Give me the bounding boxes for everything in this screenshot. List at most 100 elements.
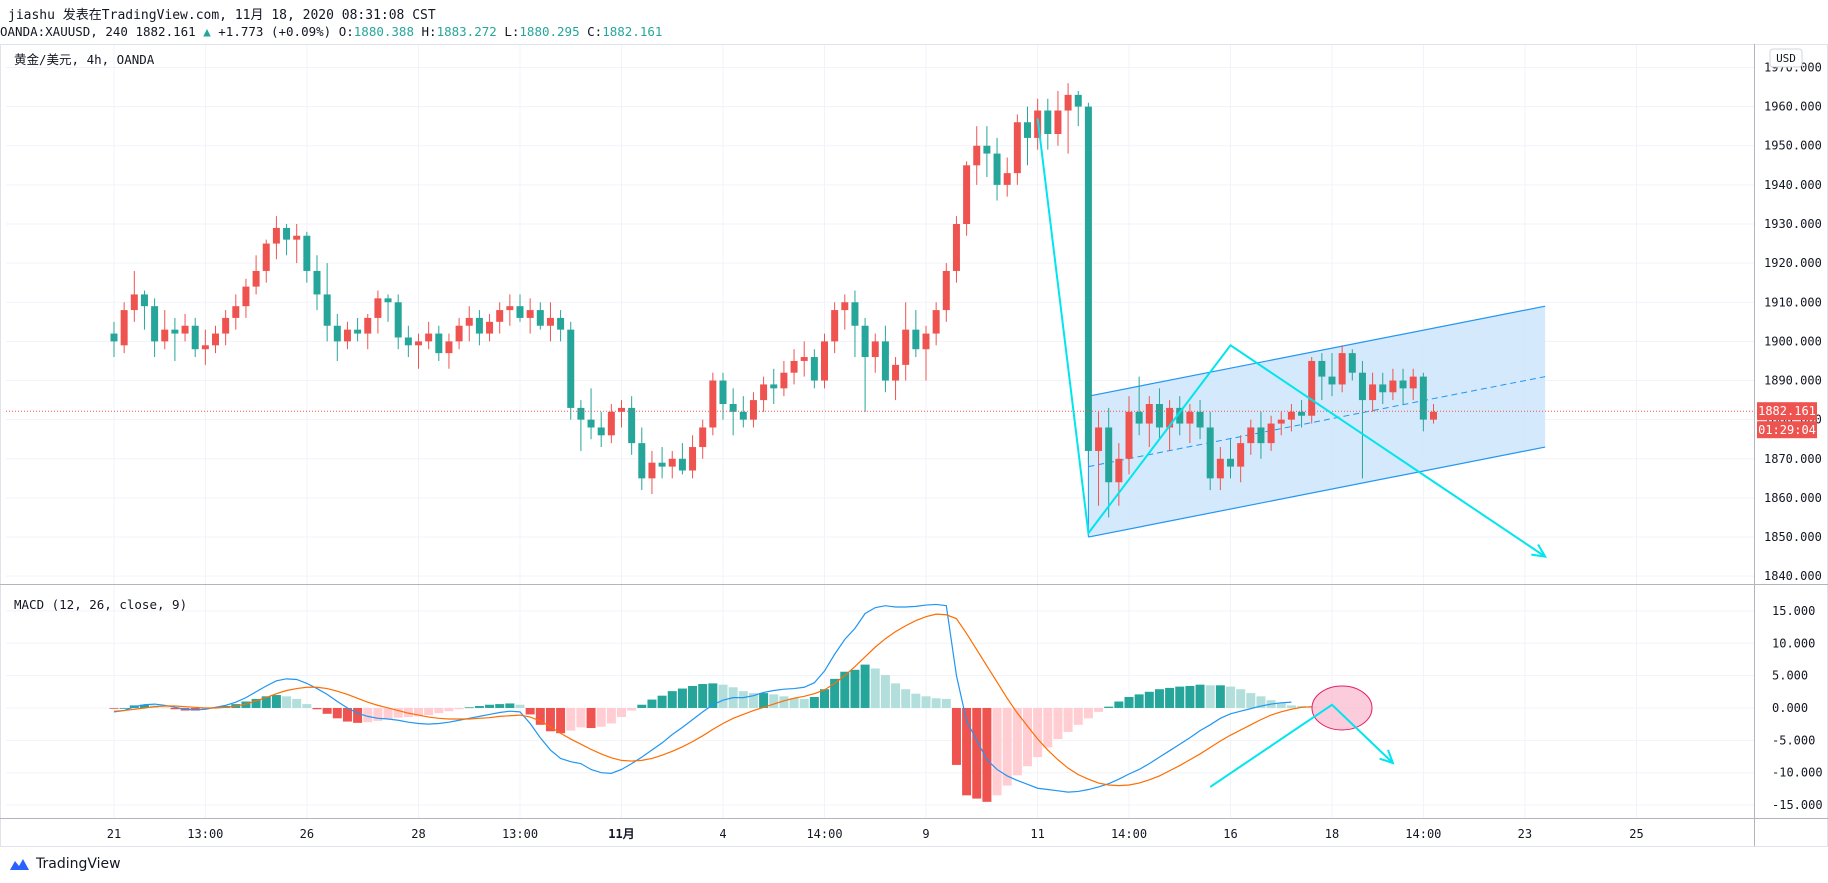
candle-body — [699, 427, 707, 448]
candle — [1206, 411, 1214, 491]
ohlc-line: OANDA:XAUUSD, 240 1882.161 ▲ +1.773 (+0.… — [0, 24, 662, 39]
candle-body — [1308, 360, 1316, 416]
trend-arrow-head — [1531, 544, 1548, 558]
macd-hist-bar — [748, 693, 758, 708]
signal-line — [113, 613, 1312, 787]
macd-hist-bar — [789, 698, 799, 708]
candle-body — [800, 357, 808, 361]
macd-hist-bar — [403, 707, 413, 718]
candle-body — [810, 357, 818, 381]
price-tick-label: 1840.000 — [1764, 569, 1822, 583]
candle-body — [1430, 411, 1437, 420]
candle-body — [739, 411, 747, 420]
candle-body — [1348, 353, 1356, 373]
time-tick-label: 14:00 — [1405, 827, 1441, 841]
candle — [486, 314, 494, 342]
macd-hist-bar — [667, 691, 677, 708]
candle — [1328, 353, 1336, 397]
candle-body — [151, 306, 159, 342]
macd-tick-label: -10.000 — [1772, 766, 1823, 780]
price-tick-label: 1870.000 — [1764, 452, 1822, 466]
candle — [912, 310, 920, 358]
candle-body — [1115, 458, 1123, 483]
candle — [1308, 357, 1316, 424]
candle-body — [597, 427, 605, 436]
candle — [567, 321, 575, 420]
macd-hist-bar — [809, 696, 819, 708]
candle-body — [475, 317, 483, 334]
candle-body — [587, 419, 595, 428]
candle-body — [232, 306, 240, 318]
macd-highlight-ellipse — [1311, 685, 1373, 731]
macd-hist-bar — [495, 704, 505, 708]
macd-hist-bar — [880, 674, 890, 708]
macd-hist-bar — [657, 695, 667, 708]
candle-body — [506, 306, 514, 311]
macd-hist-bar — [931, 698, 941, 708]
candle — [384, 294, 392, 322]
macd-hist-bar — [1083, 707, 1093, 719]
macd-hist-bar — [373, 707, 383, 721]
candle — [394, 294, 402, 350]
candle — [161, 310, 169, 350]
candle — [821, 333, 828, 389]
candle — [475, 310, 483, 346]
candle-body — [526, 310, 534, 318]
candle-body — [496, 310, 504, 322]
symbol-label: OANDA:XAUUSD, 240 — [0, 24, 128, 39]
candle — [851, 290, 859, 358]
candle-body — [1054, 110, 1062, 134]
candle-body — [283, 227, 291, 240]
candle — [618, 400, 625, 428]
candle — [364, 314, 372, 350]
candle — [1084, 102, 1092, 463]
time-tick-label: 13:00 — [187, 827, 223, 841]
candle — [1298, 400, 1306, 428]
candle — [831, 302, 839, 354]
candle — [455, 317, 463, 350]
candle-body — [333, 325, 341, 342]
price-chart-canvas[interactable]: 1840.0001850.0001860.0001870.0001880.000… — [0, 44, 1828, 852]
price-tick-label: 1890.000 — [1764, 374, 1822, 388]
macd-hist-bar — [464, 707, 474, 709]
candle — [191, 317, 199, 358]
candle-body — [1298, 411, 1306, 416]
candle — [739, 396, 747, 428]
price-change: +1.773 (+0.09%) — [218, 24, 332, 39]
candle — [952, 216, 960, 283]
chart-frame — [0, 44, 1828, 847]
candle — [1369, 372, 1377, 412]
high-label: H: — [421, 24, 437, 39]
footer-brand[interactable]: TradingView — [6, 852, 121, 876]
candle-body — [1196, 411, 1204, 428]
candle — [780, 360, 788, 397]
candle — [252, 255, 260, 295]
candle — [638, 427, 646, 491]
price-tick-label: 1920.000 — [1764, 256, 1822, 270]
candle — [881, 325, 889, 393]
candle-body — [486, 321, 494, 334]
macd-hist-bar — [1002, 707, 1012, 786]
candle-body — [902, 329, 910, 365]
candle-body — [425, 333, 433, 342]
candle-body — [293, 235, 301, 240]
macd-hist-bar — [901, 689, 911, 708]
candle — [1419, 372, 1427, 432]
macd-hist-bar — [1053, 707, 1063, 740]
candle — [557, 310, 565, 342]
candle-body — [1216, 458, 1224, 479]
candle — [516, 294, 524, 322]
macd-hist-bar — [1154, 689, 1164, 708]
candle-body — [638, 443, 646, 479]
candle — [790, 349, 798, 385]
candle-body — [557, 317, 565, 330]
candle — [415, 333, 422, 369]
macd-hist-bar — [1236, 689, 1246, 708]
time-tick-label: 23 — [1518, 827, 1532, 841]
candle — [1247, 419, 1255, 455]
candle-body — [546, 317, 554, 326]
candle-body — [963, 165, 971, 224]
candle-body — [435, 333, 443, 354]
candle — [526, 298, 534, 334]
macd-hist-bar — [1246, 693, 1256, 708]
